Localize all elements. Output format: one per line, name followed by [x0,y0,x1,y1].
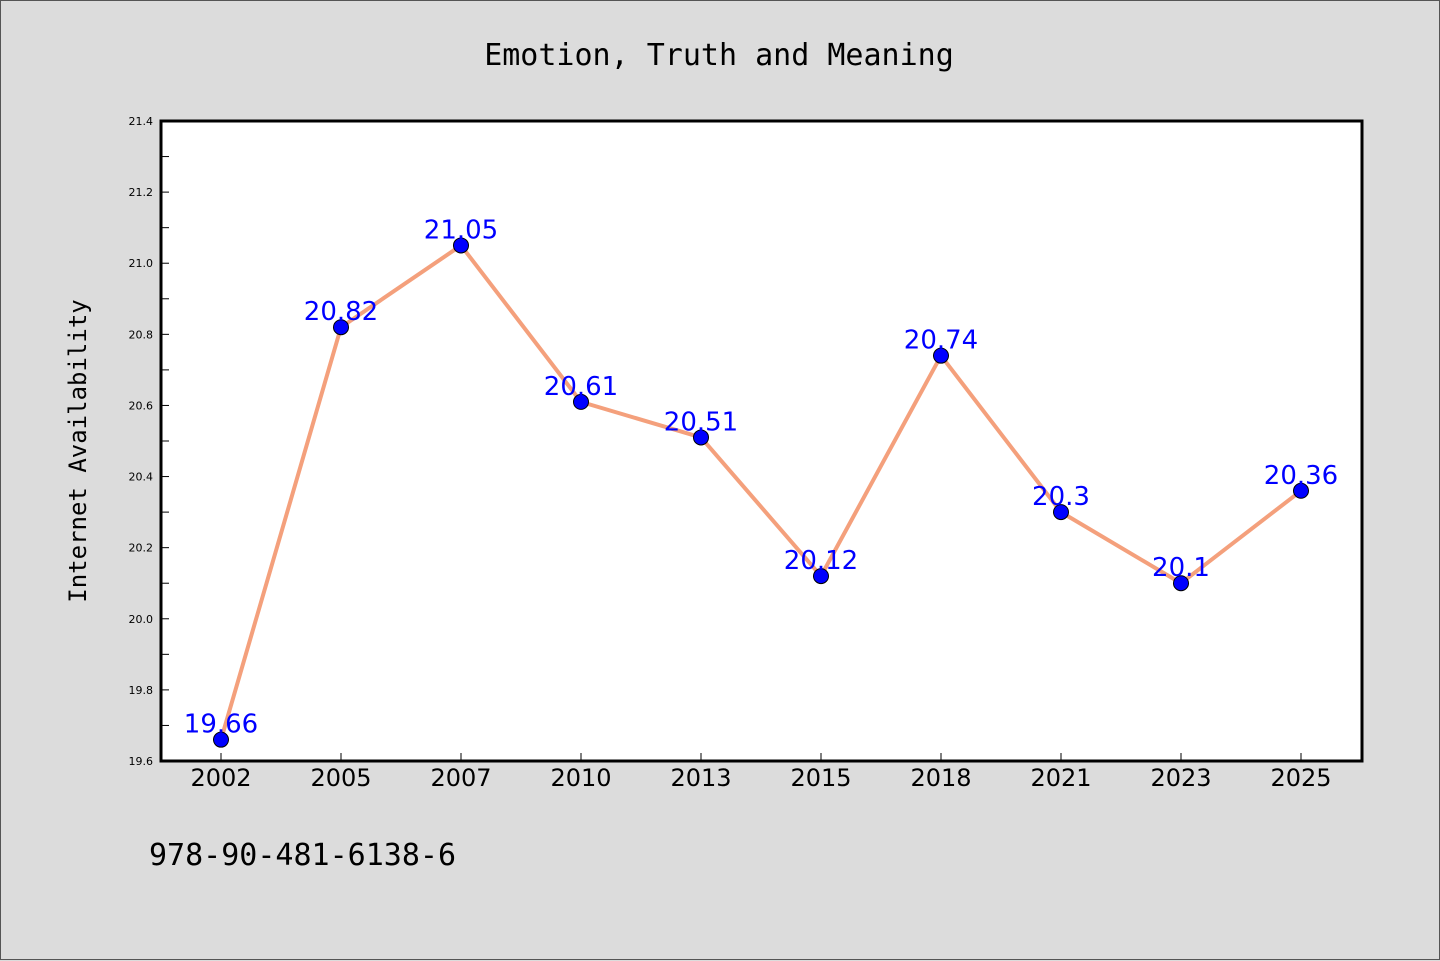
data-point [213,731,229,748]
data-label: 20.61 [544,372,618,402]
y-tick-label: 21.4 [129,115,154,128]
data-point [1293,482,1309,499]
data-point [813,568,829,585]
y-tick-label: 19.6 [129,755,154,768]
x-axis: 2002 2005 2007 2010 2013 2015 2018 2021 2023 2025 [190,753,1332,792]
y-tick-label: 20.6 [129,399,154,412]
x-tick-label: 2021 [1030,764,1091,792]
x-tick-label: 2025 [1270,764,1331,792]
data-label: 20.51 [664,407,738,437]
x-tick-label: 2013 [670,764,731,792]
data-point [573,393,589,410]
data-point [333,319,349,336]
plot-area [159,119,1364,763]
data-label: 20.3 [1032,482,1090,512]
y-tick-label: 21.2 [129,186,154,199]
x-tick-label: 2010 [550,764,611,792]
x-tick-label: 2007 [430,764,491,792]
y-tick-label: 21.0 [129,257,154,270]
data-point [1173,575,1189,592]
data-label: 20.74 [904,326,978,356]
data-label: 21.05 [424,215,498,245]
x-tick-label: 2018 [910,764,971,792]
x-tick-label: 2015 [790,764,851,792]
data-label: 19.66 [184,710,258,740]
x-tick-label: 2023 [1150,764,1211,792]
data-point [1053,504,1069,521]
x-tick-label: 2002 [190,764,251,792]
data-point [693,429,709,446]
y-tick-label: 20.2 [129,542,154,555]
y-axis: 19.6 19.8 20.0 20.2 20.4 20.6 20.8 21.0 21.2 21.4 [129,115,169,768]
series-line [219,243,1303,741]
isbn-text: 978-90-481-6138-6 [149,838,456,873]
y-tick-label: 20.8 [129,328,154,341]
data-point [453,237,469,254]
y-tick-label: 20.4 [129,471,154,484]
x-tick-label: 2005 [310,764,371,792]
data-label: 20.12 [784,546,858,576]
data-label: 20.1 [1152,553,1210,583]
y-axis-label: Internet Availability [64,299,92,602]
data-point [933,347,949,364]
chart-title: Emotion, Truth and Meaning [484,38,954,73]
y-tick-label: 20.0 [129,613,154,626]
series-group: 19.66 20.82 21.05 20.61 20.51 20.12 20.74 20.3 2… [184,215,1338,748]
data-label: 20.82 [304,297,378,327]
data-label: 20.36 [1264,461,1338,491]
y-tick-label: 19.8 [129,684,154,697]
